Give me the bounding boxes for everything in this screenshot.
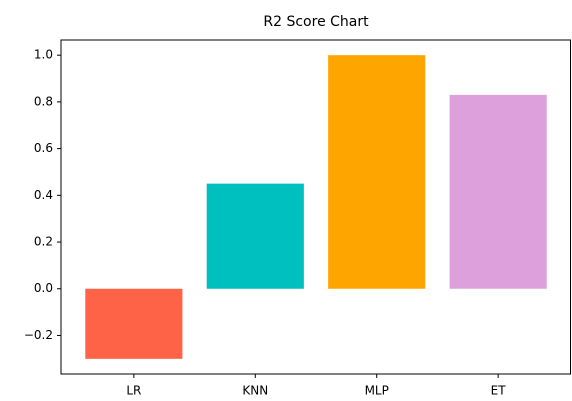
bar: [449, 94, 547, 289]
y-tick-label: 1.0: [34, 48, 53, 62]
y-tick-label: 0.4: [34, 188, 53, 202]
x-tick-label: MLP: [365, 384, 389, 398]
y-tick-label: 0.0: [34, 281, 53, 295]
bar: [85, 288, 183, 359]
x-tick-label: ET: [491, 384, 507, 398]
y-tick-label: −0.2: [24, 328, 53, 342]
x-tick-label: LR: [126, 384, 141, 398]
y-tick-label: 0.2: [34, 235, 53, 249]
bar: [206, 183, 304, 289]
plot-frame: [60, 39, 571, 375]
bar: [328, 55, 426, 289]
chart-title: R2 Score Chart: [263, 14, 369, 30]
y-tick-label: 0.8: [34, 94, 53, 108]
y-tick-label: 0.6: [34, 141, 53, 155]
x-tick-label: KNN: [242, 384, 268, 398]
